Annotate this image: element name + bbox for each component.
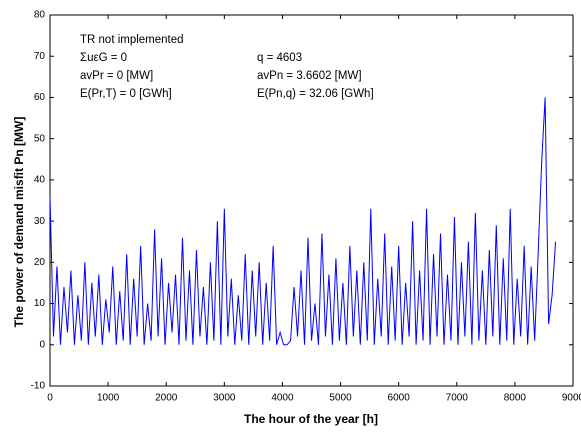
y-tick-label: 40 xyxy=(34,175,46,186)
y-tick-label: 30 xyxy=(34,216,46,227)
annotation: TR not implemented xyxy=(80,34,184,46)
y-tick-label: 0 xyxy=(39,339,45,350)
y-tick-label: 70 xyxy=(34,51,46,62)
y-tick-label: 10 xyxy=(34,298,46,309)
x-tick-label: 8000 xyxy=(504,393,527,404)
annotation: avPr = 0 [MW] xyxy=(80,70,153,82)
x-tick-label: 4000 xyxy=(271,393,294,404)
y-tick-label: 60 xyxy=(34,92,46,103)
annotation: E(Pr,T) = 0 [GWh] xyxy=(80,88,172,100)
annotation: E(Pn,q) = 32.06 [GWh] xyxy=(257,88,374,100)
y-axis-label: The power of demand misfit Pn [MW] xyxy=(12,117,26,328)
annotation: ΣuεG = 0 xyxy=(80,52,127,64)
x-axis-label: The hour of the year [h] xyxy=(244,412,378,426)
x-tick-label: 2000 xyxy=(155,393,178,404)
x-tick-label: 0 xyxy=(47,393,53,404)
x-tick-label: 6000 xyxy=(388,393,411,404)
annotation: avPn = 3.6602 [MW] xyxy=(257,70,362,82)
annotation: q = 4603 xyxy=(257,52,302,64)
x-tick-label: 9000 xyxy=(562,393,581,404)
data-line xyxy=(49,97,557,346)
x-tick-label: 5000 xyxy=(329,393,352,404)
x-tick-label: 3000 xyxy=(213,393,236,404)
x-tick-label: 1000 xyxy=(97,393,120,404)
y-tick-label: 20 xyxy=(34,257,46,268)
y-tick-label: -10 xyxy=(31,381,46,392)
x-tick-label: 7000 xyxy=(446,393,469,404)
y-tick-label: 80 xyxy=(34,10,46,21)
y-tick-label: 50 xyxy=(34,133,46,144)
